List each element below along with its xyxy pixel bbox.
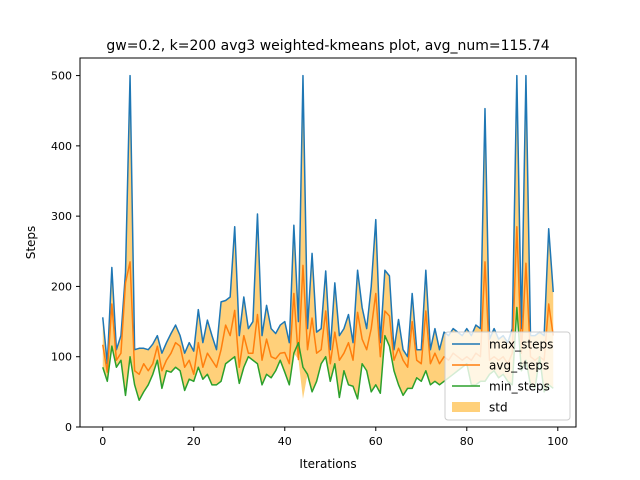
- chart-title: gw=0.2, k=200 avg3 weighted-kmeans plot,…: [106, 38, 549, 54]
- legend-label-max-steps: max_steps: [489, 338, 553, 352]
- x-tick-label: 100: [547, 435, 568, 448]
- legend-label-std: std: [489, 401, 508, 415]
- legend: max_steps avg_steps min_steps std: [444, 331, 571, 421]
- plot-frame: [79, 57, 577, 428]
- x-axis: 0 20 40 60 80 100: [99, 427, 568, 448]
- x-axis-label: Iterations: [299, 457, 356, 471]
- y-axis-label: Steps: [24, 226, 38, 260]
- x-tick-label: 80: [460, 435, 474, 448]
- legend-label-avg-steps: avg_steps: [489, 359, 549, 373]
- x-tick-label: 60: [369, 435, 383, 448]
- legend-box: [444, 331, 571, 421]
- y-tick-label: 400: [51, 140, 72, 153]
- x-tick-label: 40: [278, 435, 292, 448]
- series-line-max-steps: [102, 74, 554, 365]
- y-tick-label: 200: [51, 280, 72, 293]
- y-tick-label: 300: [51, 210, 72, 223]
- legend-swatch-std: [452, 402, 480, 412]
- legend-label-min-steps: min_steps: [489, 380, 550, 394]
- y-tick-label: 0: [65, 421, 72, 434]
- y-tick-label: 100: [51, 351, 72, 364]
- y-tick-label: 500: [51, 70, 72, 83]
- x-tick-label: 20: [187, 435, 201, 448]
- x-tick-label: 0: [99, 435, 106, 448]
- y-axis: 0 100 200 300 400 500: [51, 70, 80, 434]
